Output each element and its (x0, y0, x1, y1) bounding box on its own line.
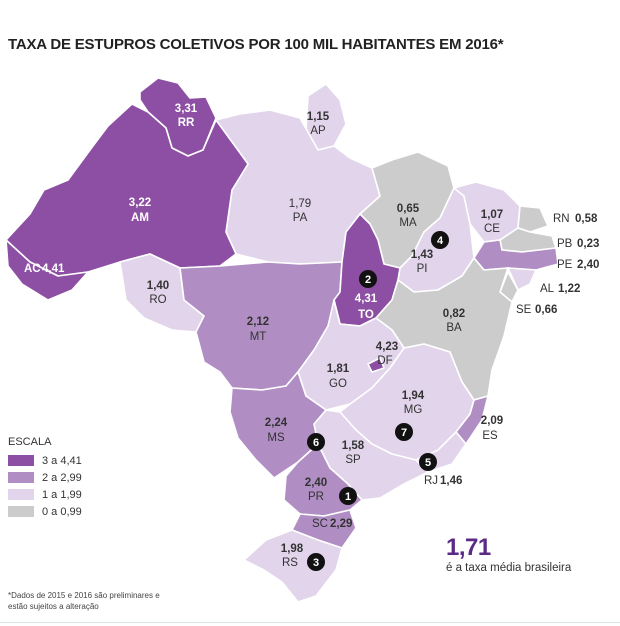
state-code-TO: TO (358, 309, 374, 321)
state-code-MA: MA (399, 217, 417, 229)
state-code-RJ: RJ (424, 475, 438, 487)
legend: ESCALA 3 a 4,41 2 a 2,99 1 a 1,99 0 a 0,… (8, 436, 82, 520)
state-value-PI: 1,43 (411, 249, 433, 261)
state-code-AM: AM (131, 212, 149, 224)
state-value-RO: 1,40 (147, 280, 169, 292)
state-code-PR: PR (308, 491, 324, 503)
state-value-AM: 3,22 (129, 197, 151, 209)
marker-7[interactable]: 7 (395, 423, 413, 441)
state-shape-RS[interactable] (243, 529, 343, 603)
state-value-AL: 1,22 (558, 283, 580, 295)
marker-6[interactable]: 6 (307, 433, 325, 451)
state-value-GO: 1,81 (327, 363, 350, 375)
state-value-AC: 4,41 (42, 263, 65, 275)
state-value-MS: 2,24 (265, 417, 288, 429)
state-code-RR: RR (178, 117, 195, 129)
state-code-RS: RS (282, 557, 298, 569)
state-value-AP: 1,15 (307, 111, 330, 123)
state-value-SP: 1,58 (342, 440, 365, 452)
state-code-RN: RN (553, 213, 570, 225)
state-value-DF: 4,23 (376, 341, 398, 353)
state-code-SE: SE (516, 304, 532, 316)
state-code-MT: MT (250, 331, 267, 343)
legend-item-3-441: 3 a 4,41 (8, 452, 82, 469)
state-value-RS: 1,98 (281, 543, 304, 555)
state-value-RN: 0,58 (575, 213, 598, 225)
marker-6-label: 6 (313, 437, 319, 449)
average-value: 1,71 (446, 534, 491, 561)
state-value-TO: 4,31 (355, 293, 378, 305)
state-value-PA: 1,79 (289, 198, 311, 210)
state-value-SC: 2,29 (330, 518, 352, 530)
state-value-MG: 1,94 (402, 390, 425, 402)
state-code-MS: MS (267, 432, 285, 444)
state-code-BA: BA (446, 322, 462, 334)
state-code-RO: RO (149, 294, 166, 306)
state-code-AP: AP (310, 125, 326, 137)
state-code-PB: PB (557, 238, 573, 250)
legend-label-0-099: 0 a 0,99 (42, 505, 82, 518)
legend-item-0-099: 0 a 0,99 (8, 503, 82, 520)
legend-swatch-0-099 (8, 506, 34, 517)
state-value-MT: 2,12 (247, 316, 269, 328)
marker-1[interactable]: 1 (339, 487, 357, 505)
state-value-PR: 2,40 (305, 477, 327, 489)
state-code-DF: DF (377, 355, 392, 367)
average-callout: 1,71 é a taxa média brasileira (446, 534, 572, 575)
legend-label-2-299: 2 a 2,99 (42, 471, 82, 484)
state-shape-RN[interactable] (517, 205, 549, 233)
marker-2-label: 2 (365, 274, 371, 286)
state-shape-DF[interactable] (367, 357, 385, 373)
state-value-ES: 2,09 (481, 415, 503, 427)
state-code-GO: GO (329, 378, 347, 390)
state-value-SE: 0,66 (535, 304, 557, 316)
state-code-MG: MG (404, 404, 423, 416)
legend-swatch-3-441 (8, 455, 34, 466)
marker-4-label: 4 (437, 235, 444, 247)
marker-5-label: 5 (425, 457, 431, 469)
bottom-divider (0, 622, 620, 623)
marker-1-label: 1 (345, 491, 351, 503)
state-code-PI: PI (417, 263, 428, 275)
state-code-SP: SP (345, 454, 361, 466)
state-code-PE: PE (557, 259, 573, 271)
average-text: é a taxa média brasileira (446, 562, 572, 574)
state-code-AC: AC (24, 263, 41, 275)
state-value-MA: 0,65 (397, 203, 420, 215)
legend-swatch-1-199 (8, 489, 34, 500)
marker-3-label: 3 (313, 557, 319, 569)
state-code-CE: CE (484, 223, 500, 235)
state-shape-AM[interactable] (5, 103, 249, 277)
state-code-ES: ES (482, 430, 498, 442)
map-title: TAXA DE ESTUPROS COLETIVOS POR 100 MIL H… (8, 36, 504, 53)
legend-title: ESCALA (8, 436, 52, 448)
state-value-RR: 3,31 (175, 103, 198, 115)
marker-7-label: 7 (401, 427, 407, 439)
state-value-RJ: 1,46 (440, 475, 462, 487)
state-code-PA: PA (293, 212, 308, 224)
state-code-AL: AL (540, 283, 555, 295)
marker-3[interactable]: 3 (307, 553, 325, 571)
state-shape-AC[interactable] (5, 239, 89, 301)
marker-4[interactable]: 4 (431, 231, 449, 249)
state-code-SC: SC (312, 518, 328, 530)
marker-5[interactable]: 5 (419, 453, 437, 471)
legend-item-1-199: 1 a 1,99 (8, 486, 82, 503)
state-value-PB: 0,23 (577, 238, 599, 250)
footnote: *Dados de 2015 e 2016 são preliminares e… (8, 591, 160, 611)
marker-2[interactable]: 2 (359, 270, 377, 288)
legend-label-3-441: 3 a 4,41 (42, 454, 82, 467)
state-value-CE: 1,07 (481, 209, 503, 221)
state-value-BA: 0,82 (443, 308, 465, 320)
legend-item-2-299: 2 a 2,99 (8, 469, 82, 486)
state-value-PE: 2,40 (577, 259, 599, 271)
legend-swatch-2-299 (8, 472, 34, 483)
legend-label-1-199: 1 a 1,99 (42, 488, 82, 501)
